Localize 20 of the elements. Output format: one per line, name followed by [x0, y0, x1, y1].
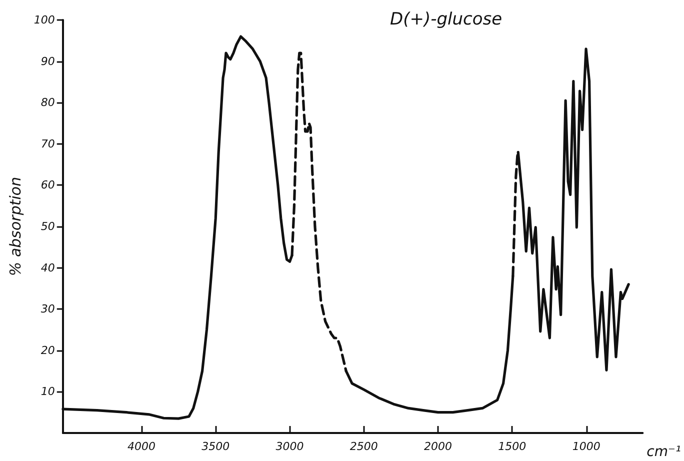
y-tick-label: 30	[40, 302, 55, 316]
x-tick-label: 2000	[424, 440, 452, 453]
y-tick-label: 90	[40, 54, 55, 68]
y-tick-label: 10	[40, 385, 55, 398]
x-tick-label: 1500	[498, 440, 526, 453]
x-tick-label: 3500	[202, 440, 230, 453]
y-tick-label: 70	[40, 137, 55, 150]
y-tick-label: 50	[40, 220, 55, 233]
y-axis-title: % absorption	[6, 176, 24, 276]
chart-title: D(+)-glucose	[390, 10, 502, 30]
y-tick-label: 20	[40, 344, 55, 357]
y-tick-label: 80	[40, 96, 55, 110]
y-tick-label: 60	[40, 178, 55, 192]
x-tick-label: 3000	[276, 440, 304, 453]
x-tick-label: 1000	[572, 440, 600, 453]
y-tick-label: 100	[34, 14, 55, 26]
y-tick-label: 40	[40, 261, 55, 274]
x-tick-label: 4000	[127, 440, 156, 453]
x-axis-title: cm⁻¹	[646, 444, 682, 460]
x-tick-label: 2500	[350, 440, 378, 453]
